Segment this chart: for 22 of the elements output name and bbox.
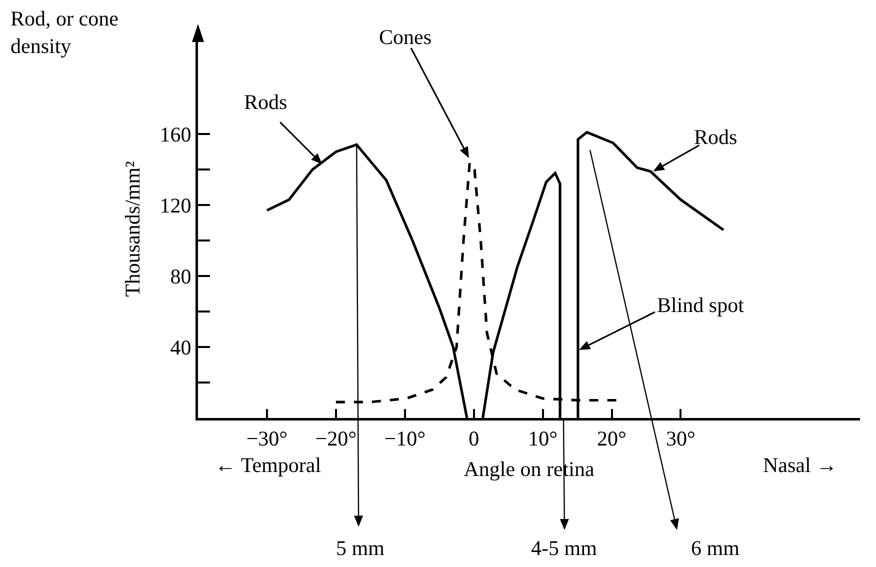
x-tick-label: 20° bbox=[597, 426, 626, 451]
x-tick-label: −10° bbox=[384, 426, 426, 451]
text: Nasal → bbox=[763, 453, 838, 477]
annotation: Rods bbox=[694, 125, 738, 149]
annotation: Blind spot bbox=[657, 293, 744, 317]
annotation: 4-5 mm bbox=[531, 536, 597, 560]
x-tick-label: 0 bbox=[468, 426, 480, 451]
annotation: Cones bbox=[379, 25, 432, 49]
x-tick-label: 30° bbox=[666, 426, 696, 451]
annotation: 5 mm bbox=[336, 536, 384, 560]
y-tick-label: 160 bbox=[160, 122, 192, 146]
y-axis-title: Thousands/mm² bbox=[120, 161, 145, 297]
annotation: Rods bbox=[244, 90, 288, 114]
y-tick-label: 120 bbox=[160, 193, 192, 218]
x-tick-label: 10° bbox=[528, 426, 558, 451]
text: 6 mm bbox=[691, 536, 740, 560]
y-tick-label: 40 bbox=[170, 335, 192, 360]
text: ← Temporal bbox=[215, 453, 322, 477]
x-tick-label: −30° bbox=[246, 426, 288, 451]
chart-title: Rod, or cone density bbox=[10, 6, 118, 58]
x-tick-label: −20° bbox=[315, 426, 357, 451]
y-tick-label: 80 bbox=[170, 264, 192, 288]
